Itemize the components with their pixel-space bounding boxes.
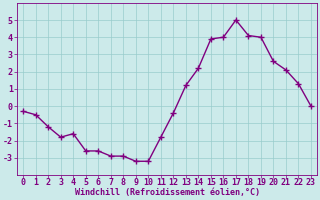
X-axis label: Windchill (Refroidissement éolien,°C): Windchill (Refroidissement éolien,°C) — [75, 188, 260, 197]
